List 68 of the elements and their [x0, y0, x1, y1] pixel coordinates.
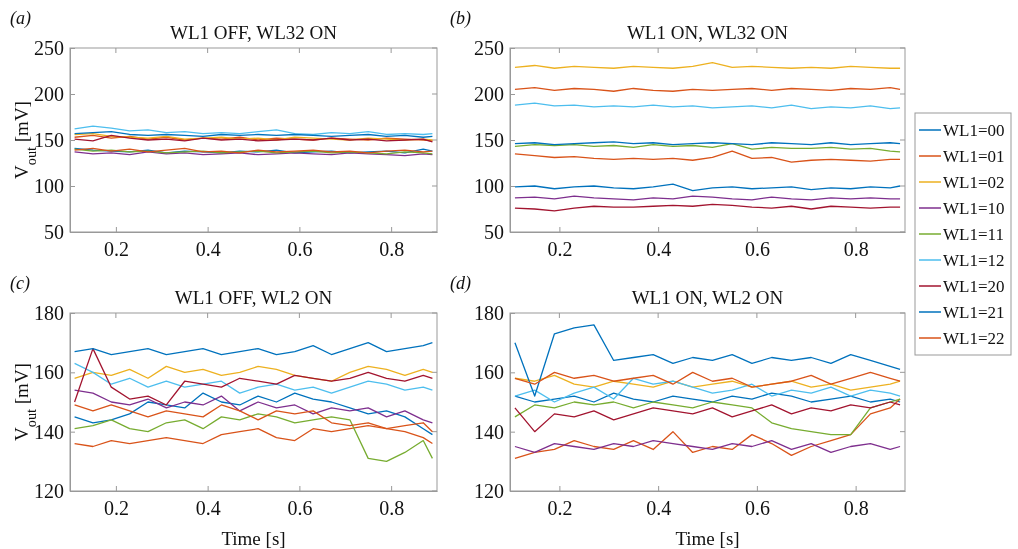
x-tick-label: 0.6 — [287, 238, 313, 261]
x-tick-label: 0.8 — [843, 497, 869, 520]
legend-label: WL1=20 — [943, 277, 1005, 296]
y-tick-label: 120 — [34, 479, 64, 502]
text: (a) — [10, 8, 31, 29]
y-tick-label: 180 — [34, 301, 64, 324]
y-tick-label: 120 — [474, 479, 504, 502]
text: (c) — [10, 273, 30, 294]
chart-title: WL1 OFF, WL32 ON — [169, 22, 338, 43]
x-tick-label: 0.4 — [195, 238, 221, 261]
x-axis-title: Time [s] — [675, 528, 740, 549]
x-axis-title: Time [s] — [221, 528, 286, 549]
legend-label: WL1=21 — [943, 303, 1005, 322]
x-tick-label: 0.6 — [744, 238, 770, 261]
y-tick-label: 100 — [34, 174, 64, 197]
line-series — [514, 203, 901, 212]
line-series — [514, 392, 901, 403]
legend-label: WL1=10 — [943, 199, 1005, 218]
y-tick-label: 150 — [474, 128, 504, 151]
chart-title: WL1 ON, WL2 ON — [631, 287, 784, 308]
x-tick-label: 0.2 — [103, 497, 129, 520]
line-series — [73, 342, 434, 356]
y-tick-label: 180 — [474, 301, 504, 324]
x-tick-label: 0.6 — [287, 497, 313, 520]
text: (d) — [450, 273, 471, 294]
y-tick-label: 100 — [474, 174, 504, 197]
legend-label: WL1=22 — [943, 329, 1005, 348]
chart-title: WL1 OFF, WL2 ON — [174, 287, 333, 308]
x-tick-label: 0.4 — [646, 497, 672, 520]
text: (b) — [450, 8, 471, 29]
y-tick-label: 140 — [474, 420, 504, 443]
line-series — [514, 183, 901, 192]
legend-label: WL1=12 — [943, 251, 1005, 270]
x-tick-label: 0.4 — [646, 238, 672, 261]
x-tick-label: 0.8 — [843, 238, 869, 261]
legend-label: WL1=02 — [943, 173, 1005, 192]
y-tick-label: 250 — [474, 36, 504, 59]
line-series — [514, 143, 901, 153]
x-tick-label: 0.8 — [379, 497, 405, 520]
line-series — [73, 362, 434, 394]
legend-label: WL1=11 — [943, 225, 1004, 244]
line-series — [73, 365, 434, 382]
y-tick-label: 200 — [474, 82, 504, 105]
line-series — [73, 125, 434, 136]
line-series — [73, 413, 434, 462]
x-tick-label: 0.2 — [103, 238, 129, 261]
x-tick-label: 0.2 — [547, 497, 573, 520]
legend-label: WL1=00 — [943, 121, 1005, 140]
line-series — [514, 377, 901, 403]
line-series — [514, 398, 901, 460]
y-tick-label: 50 — [484, 220, 504, 243]
y-tick-label: 160 — [34, 361, 64, 384]
line-series — [73, 347, 434, 406]
y-tick-label: 250 — [34, 36, 64, 59]
x-tick-label: 0.6 — [744, 497, 770, 520]
line-series — [73, 389, 434, 424]
y-tick-label: 200 — [34, 82, 64, 105]
y-tick-label: 50 — [44, 220, 64, 243]
line-series — [73, 392, 434, 436]
line-series — [514, 324, 901, 397]
legend-label: WL1=01 — [943, 147, 1005, 166]
line-series — [514, 439, 901, 454]
chart-title: WL1 ON, WL32 ON — [626, 22, 789, 43]
x-tick-label: 0.8 — [379, 238, 405, 261]
y-tick-label: 160 — [474, 361, 504, 384]
x-tick-label: 0.4 — [195, 497, 221, 520]
line-series — [514, 150, 901, 163]
x-tick-label: 0.2 — [547, 238, 573, 261]
